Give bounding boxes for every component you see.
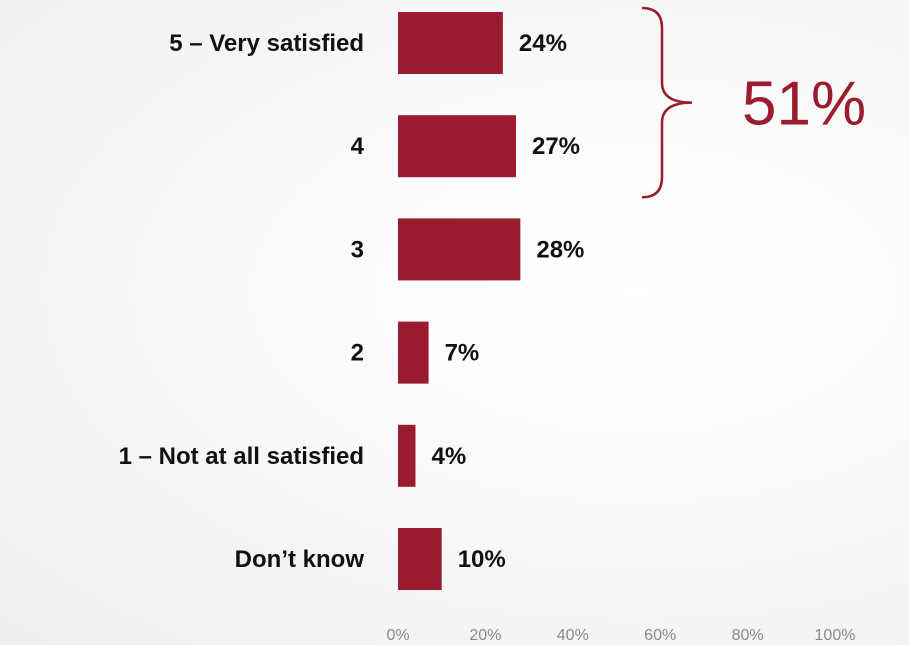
- category-label: 1 – Not at all satisfied: [119, 443, 364, 470]
- bar: [398, 321, 429, 384]
- bar: [398, 12, 503, 74]
- category-label: 5 – Very satisfied: [169, 30, 364, 57]
- bar: [398, 528, 442, 590]
- value-label: 28%: [536, 236, 584, 263]
- category-label: 4: [351, 133, 365, 160]
- curly-brace-bracket: [641, 6, 693, 199]
- value-label: 4%: [431, 443, 466, 470]
- bar: [398, 424, 416, 487]
- bar: [398, 218, 521, 281]
- value-label: 10%: [458, 546, 506, 573]
- category-label: 2: [351, 340, 364, 367]
- value-label: 24%: [519, 30, 567, 57]
- value-label: 27%: [532, 133, 580, 160]
- combined-percentage-callout: 51%: [742, 70, 866, 139]
- x-tick-label: 60%: [644, 627, 676, 644]
- x-tick-label: 40%: [557, 627, 589, 644]
- bar: [398, 115, 516, 178]
- x-tick-label: 80%: [732, 627, 764, 644]
- x-tick-label: 0%: [386, 627, 409, 644]
- value-label: 7%: [445, 340, 480, 367]
- x-tick-label: 100%: [815, 627, 856, 644]
- category-label: 3: [351, 236, 364, 263]
- x-tick-label: 20%: [469, 627, 501, 644]
- category-label: Don’t know: [235, 546, 365, 573]
